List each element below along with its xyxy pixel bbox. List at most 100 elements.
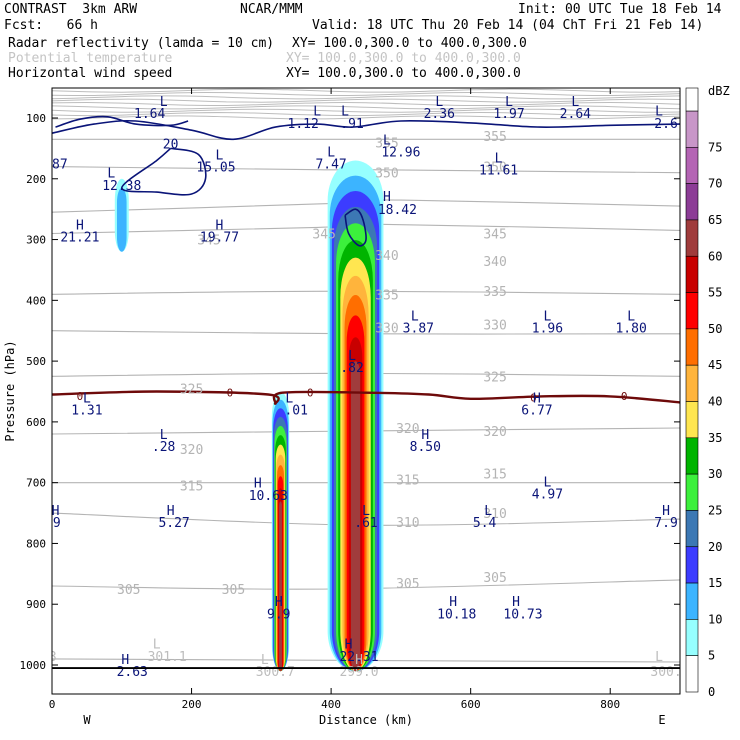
- reflectivity-cell: [271, 391, 290, 672]
- extremum-marker: H: [52, 504, 60, 519]
- extremum-marker: L: [327, 145, 335, 160]
- extremum-marker: L: [655, 105, 663, 120]
- theta-label: 305: [396, 577, 419, 592]
- extremum-marker: L: [544, 475, 552, 490]
- colorbar-swatch-40: [685, 364, 699, 402]
- extremum-value: .01: [284, 404, 307, 419]
- extremum-marker: L: [505, 95, 513, 110]
- extremum-value: 8.50: [410, 440, 441, 455]
- extremum-marker: L: [484, 504, 492, 519]
- extremum-value: 3.87: [403, 322, 434, 337]
- x-tick-label: 800: [600, 698, 620, 711]
- theta-label: 350: [483, 161, 506, 176]
- extremum-marker: H: [216, 218, 224, 233]
- colorbar-swatch-30: [685, 437, 699, 475]
- theta-packed-line: [52, 105, 680, 110]
- extremum-value: .61: [354, 516, 377, 531]
- colorbar-label: 75: [708, 140, 722, 154]
- x-tick-label: 600: [461, 698, 481, 711]
- extremum-value: 22.31: [339, 650, 378, 665]
- theta-packed-contours: [52, 88, 680, 120]
- theta-label: 345: [483, 227, 506, 242]
- colorbar-label: 50: [708, 322, 722, 336]
- theta-packed-line: [52, 88, 680, 93]
- colorbar-label: 5: [708, 649, 715, 663]
- theta-label: 310: [396, 516, 419, 531]
- colorbar-label: 40: [708, 395, 722, 409]
- field-wind-name: Horizontal wind speed: [8, 66, 173, 81]
- colorbar-swatch-0: [685, 655, 699, 693]
- colorbar-swatch-20: [685, 510, 699, 548]
- extremum-value: 10.73: [503, 607, 542, 622]
- extremum-marker: L: [495, 152, 503, 167]
- reflectivity-cell: [327, 160, 384, 672]
- colorbar-swatch-15: [685, 546, 699, 584]
- colorbar-label: 65: [708, 213, 722, 227]
- zero-wind: 0 0 0 0 0: [52, 387, 680, 405]
- reflectivity-cell: [114, 178, 129, 252]
- extremum-value: 2.64: [560, 107, 591, 122]
- y-axis: 1002003004005006007008009001000Pressure …: [3, 112, 680, 672]
- colorbar-label: 20: [708, 540, 722, 554]
- plot-frame: [51, 87, 681, 695]
- org-label: NCAR/MMM: [240, 2, 303, 17]
- reflectivity-band-60dbz: [350, 361, 361, 672]
- fcst-label: Fcst: 66 h: [4, 18, 98, 33]
- theta-label: 330: [483, 319, 506, 334]
- extremum-marker: L: [313, 105, 321, 120]
- extremum-value: 7.47: [315, 158, 346, 173]
- colorbar-label: 35: [708, 431, 722, 445]
- colorbar-swatch-50: [685, 292, 699, 330]
- extremum-marker: H: [167, 504, 175, 519]
- extremum-value: 3.09: [29, 516, 60, 531]
- extremum-value: .28: [152, 440, 175, 455]
- y-tick-label: 200: [26, 173, 46, 186]
- theta-label: 320: [180, 443, 203, 458]
- extremum-marker: H: [533, 392, 541, 407]
- extremum-marker: L: [83, 392, 91, 407]
- theta-label: 350: [375, 167, 398, 182]
- wind-contour-loop: [120, 147, 207, 196]
- theta-label: 335: [483, 285, 506, 300]
- extremum-marker: H: [121, 653, 129, 668]
- theta-label: 310: [483, 507, 506, 522]
- y-tick-label: 500: [26, 355, 46, 368]
- extremum-marker: L: [285, 392, 293, 407]
- extremum-value: 21.21: [60, 231, 99, 246]
- extremum-value: 6.77: [521, 404, 552, 419]
- extremum-value: 5.4: [473, 516, 497, 531]
- colorbar-unit: dBZ: [708, 84, 730, 98]
- y-tick-label: 400: [26, 294, 46, 307]
- colorbar-swatch-65: [685, 183, 699, 221]
- extremum-value: 10.63: [249, 489, 288, 504]
- extremum-marker: L: [160, 95, 168, 110]
- colorbar-swatch-70: [685, 147, 699, 184]
- theta-label: 340: [375, 249, 398, 264]
- colorbar-label: 55: [708, 286, 722, 300]
- colorbar-label: 0: [708, 685, 715, 699]
- colorbar-label: 30: [708, 467, 722, 481]
- y-tick-label: 100: [26, 112, 46, 125]
- colorbar-swatch-60: [685, 219, 699, 257]
- x-tick-label: 0: [49, 698, 56, 711]
- zero-wind-label: 0: [307, 387, 314, 400]
- theta-label: 345: [197, 234, 220, 249]
- field-theta-name: Potential temperature: [8, 51, 173, 66]
- extremum-value: 9.9: [267, 607, 290, 622]
- extremum-marker: L: [41, 145, 49, 160]
- extremum-value: 19.77: [200, 231, 239, 246]
- extremum-marker: H: [512, 595, 520, 610]
- reflectivity-band-10dbz: [116, 188, 127, 252]
- y-tick-label: 600: [26, 416, 46, 429]
- theta-label: 305: [483, 571, 506, 586]
- extremum-marker: H: [345, 638, 353, 653]
- colorbar-label: 25: [708, 503, 722, 517]
- reflectivity-cells: [114, 160, 384, 672]
- theta-label: 330: [375, 322, 398, 337]
- theta-label: 320: [396, 422, 419, 437]
- extremum-marker: L: [411, 310, 419, 325]
- extremum-marker: H: [449, 595, 457, 610]
- theta-label: 355: [483, 130, 506, 145]
